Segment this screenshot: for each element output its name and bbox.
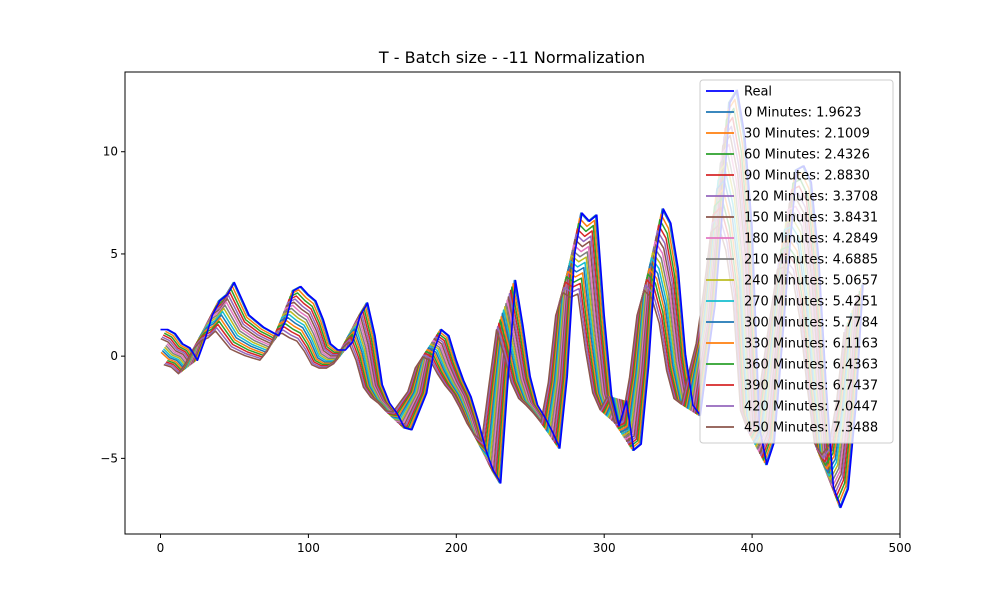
x-tick-label: 500 (889, 541, 912, 555)
legend-box (699, 79, 894, 444)
legend: Real 0 Minutes: 1.9623 30 Minutes: 2.1009 6… (699, 79, 894, 444)
legend-label: 0 Minutes: 1.9623 (744, 106, 862, 121)
plot-frame (124, 71, 901, 535)
legend-label: 240 Minutes: 5.0657 (744, 274, 878, 289)
legend-label: 180 Minutes: 4.2849 (744, 232, 878, 247)
legend-label: 450 Minutes: 7.3488 (744, 421, 878, 436)
legend-label: 300 Minutes: 5.7784 (744, 316, 878, 331)
x-tick-label: 400 (741, 541, 764, 555)
y-axis: −5 0 5 10 (100, 145, 125, 465)
legend-label: 360 Minutes: 6.4363 (744, 358, 878, 373)
x-tick-label: 300 (593, 541, 616, 555)
legend-label: 330 Minutes: 6.1163 (744, 337, 878, 352)
y-tick-label: 0 (110, 349, 118, 363)
legend-label: 30 Minutes: 2.1009 (744, 127, 870, 142)
legend-label: 150 Minutes: 3.8431 (744, 211, 878, 226)
legend-label: 420 Minutes: 7.0447 (744, 400, 878, 415)
y-tick-label: 10 (103, 145, 118, 159)
legend-label: 390 Minutes: 6.7437 (744, 379, 878, 394)
x-tick-label: 0 (157, 541, 165, 555)
legend-label: 90 Minutes: 2.8830 (744, 169, 870, 184)
x-tick-label: 200 (445, 541, 468, 555)
y-tick-label: 5 (110, 247, 118, 261)
legend-label: 60 Minutes: 2.4326 (744, 148, 870, 163)
x-axis: 0 100 200 300 400 500 (157, 534, 912, 555)
y-tick-label: −5 (100, 451, 118, 465)
legend-label: Real (744, 85, 772, 100)
legend-label: 120 Minutes: 3.3708 (744, 190, 878, 205)
legend-label: 210 Minutes: 4.6885 (744, 253, 878, 268)
legend-label: 270 Minutes: 5.4251 (744, 295, 878, 310)
x-tick-label: 100 (297, 541, 320, 555)
chart-title: T - Batch size - -11 Normalization (378, 48, 645, 67)
